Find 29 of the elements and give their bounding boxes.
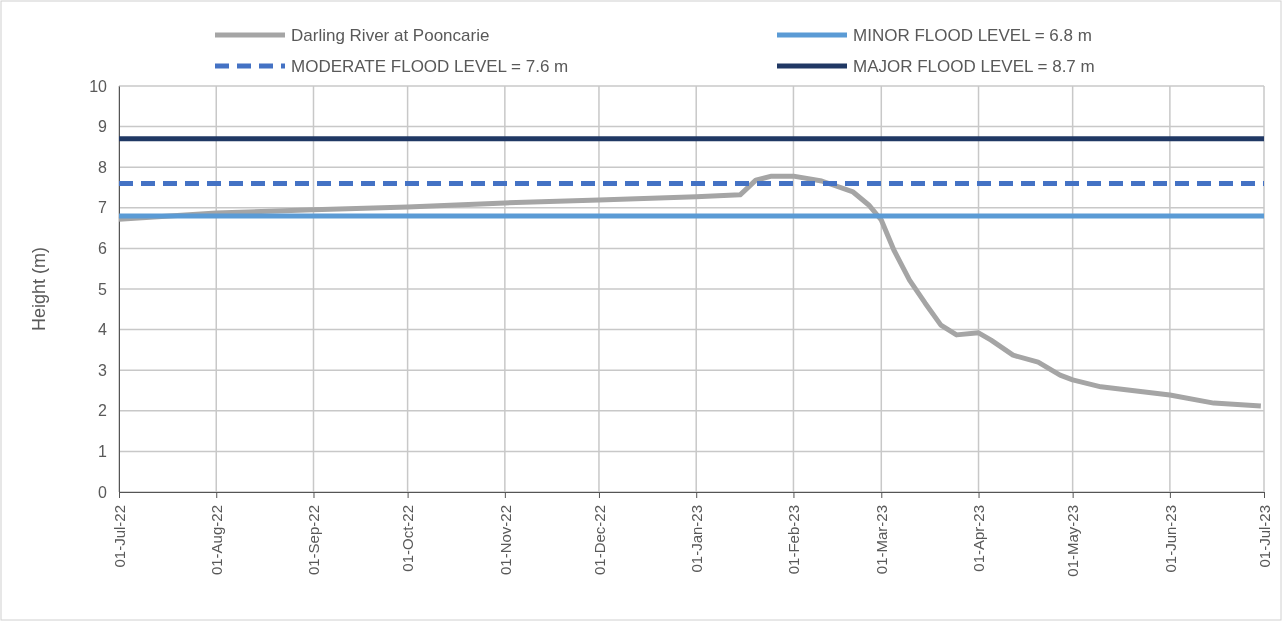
x-tick-label: 01-May-23 — [1064, 505, 1082, 577]
x-tick-label: 01-Jul-23 — [1255, 505, 1273, 568]
x-tick-label: 01-Jul-22 — [110, 505, 128, 568]
x-tick-label: 01-Apr-23 — [970, 505, 988, 572]
legend-label: MODERATE FLOOD LEVEL = 7.6 m — [291, 57, 569, 76]
x-tick-label: 01-Feb-23 — [785, 505, 803, 575]
y-tick-label: 3 — [98, 361, 108, 379]
y-tick-label: 6 — [98, 240, 108, 258]
x-tick-label: 01-Oct-22 — [399, 505, 417, 572]
y-tick-label: 10 — [89, 77, 108, 95]
x-tick-label: 01-Jan-23 — [687, 505, 705, 573]
x-tick-label: 01-Nov-22 — [496, 505, 514, 576]
y-tick-label: 4 — [98, 321, 108, 339]
y-tick-label: 7 — [98, 199, 108, 217]
y-tick-label: 5 — [98, 280, 108, 298]
legend-label: MINOR FLOOD LEVEL = 6.8 m — [853, 26, 1092, 45]
y-tick-label: 8 — [98, 158, 108, 176]
x-tick-label: 01-Jun-23 — [1161, 505, 1179, 573]
legend-label: MAJOR FLOOD LEVEL = 8.7 m — [853, 57, 1095, 76]
x-tick-label: 01-Dec-22 — [590, 505, 608, 576]
y-tick-label: 9 — [98, 118, 108, 136]
y-tick-label: 2 — [98, 402, 108, 420]
legend-label: Darling River at Pooncarie — [291, 26, 490, 45]
x-tick-label: 01-Mar-23 — [873, 505, 891, 575]
y-tick-label: 0 — [98, 483, 108, 501]
y-tick-label: 1 — [98, 443, 108, 461]
y-axis-title: Height (m) — [29, 246, 49, 332]
x-tick-label: 01-Sep-22 — [305, 505, 323, 576]
x-tick-label: 01-Aug-22 — [208, 505, 225, 576]
